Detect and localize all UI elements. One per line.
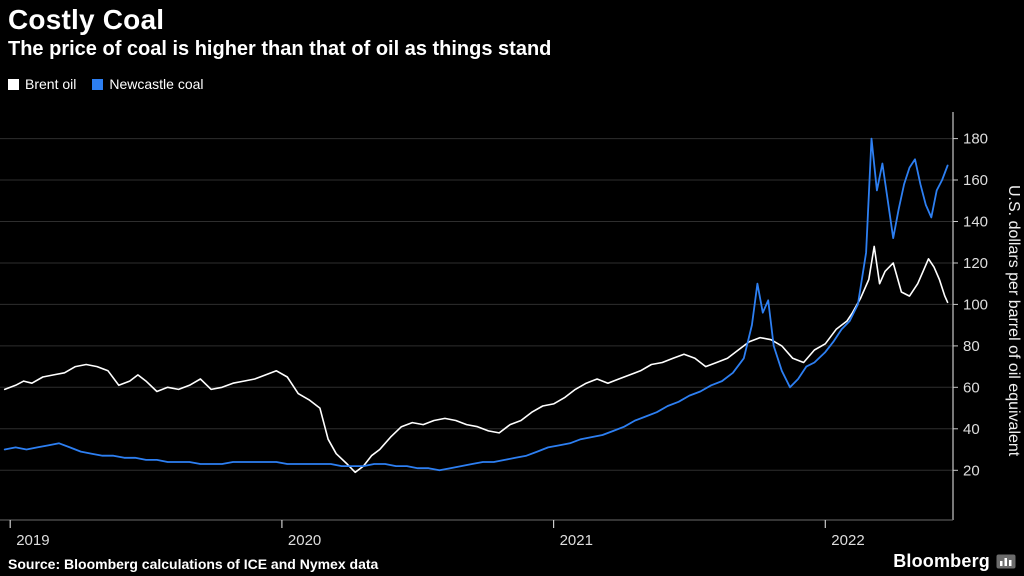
y-tick-label: 40 (963, 421, 980, 438)
x-tick-label: 2019 (16, 532, 49, 546)
y-tick-label: 100 (963, 296, 988, 313)
legend: Brent oil Newcastle coal (8, 76, 204, 92)
y-tick-label: 20 (963, 462, 980, 479)
y-tick-label: 80 (963, 338, 980, 355)
price-chart: 20 40 60 80 100 120 140 160 180 2019 2020 2021 2022 (0, 112, 988, 546)
page-title: Costly Coal (8, 4, 165, 35)
brent-swatch-icon (8, 78, 19, 90)
source-note: Source: Bloomberg calculations of ICE an… (8, 556, 379, 572)
series-line-newcastle-coal (3, 137, 949, 472)
legend-item-newcastle: Newcastle coal (92, 76, 204, 92)
legend-item-brent: Brent oil (8, 76, 76, 92)
y-tick-label: 60 (963, 379, 980, 396)
bloomberg-wordmark: Bloomberg (893, 551, 1016, 572)
legend-label: Brent oil (25, 76, 77, 92)
x-tick-label: 2020 (288, 532, 321, 546)
brand-text: Bloomberg (893, 551, 990, 571)
y-tick-label: 120 (963, 255, 988, 272)
y-tick-label: 160 (963, 172, 988, 189)
legend-label: Newcastle coal (109, 76, 204, 92)
y-axis-label: U.S. dollars per barrel of oil equivalen… (1005, 185, 1022, 457)
series-line-brent-oil (3, 245, 949, 474)
x-tick-label: 2021 (560, 532, 593, 546)
chart-subtitle: The price of coal is higher than that of… (8, 38, 552, 60)
y-tick-label: 140 (963, 214, 988, 231)
x-tick-label: 2022 (831, 532, 864, 546)
y-tick-label: 180 (963, 131, 988, 148)
bloomberg-chart-icon (996, 554, 1016, 569)
newcastle-swatch-icon (92, 78, 104, 90)
